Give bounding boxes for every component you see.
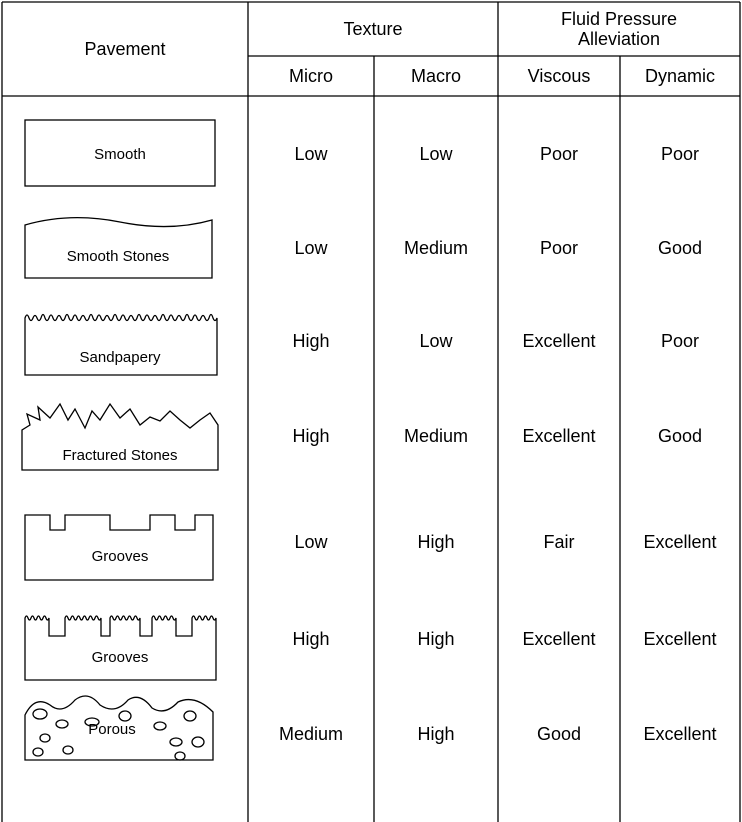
table-body: Micro Macro Viscous Dynamic Smooth Low Low Poor… xyxy=(62,66,716,744)
pavement-label: Porous xyxy=(88,721,136,738)
pavement-label: Smooth Stones xyxy=(67,248,170,265)
header-column: Macro xyxy=(411,66,461,86)
header-column: Dynamic xyxy=(645,66,715,86)
cell-value: Good xyxy=(537,724,581,744)
header-fluid-pressure: Fluid Pressure xyxy=(561,9,677,29)
cell-value: Medium xyxy=(404,238,468,258)
pavement-label: Grooves xyxy=(92,649,149,666)
cell-value: High xyxy=(417,532,454,552)
cell-value: Low xyxy=(294,532,328,552)
header-texture: Texture xyxy=(343,19,402,39)
cell-value: Excellent xyxy=(643,724,716,744)
cell-value: Excellent xyxy=(522,331,595,351)
cell-value: Medium xyxy=(279,724,343,744)
cell-value: Medium xyxy=(404,426,468,446)
cell-value: Poor xyxy=(661,144,699,164)
cell-value: Low xyxy=(419,144,453,164)
header-fluid-pressure: Alleviation xyxy=(578,29,660,49)
header-pavement: Pavement xyxy=(84,39,165,59)
cell-value: Good xyxy=(658,238,702,258)
cell-value: High xyxy=(292,426,329,446)
cell-value: Excellent xyxy=(522,426,595,446)
cell-value: Excellent xyxy=(522,629,595,649)
cell-value: High xyxy=(417,629,454,649)
cell-value: Poor xyxy=(661,331,699,351)
cell-value: Poor xyxy=(540,144,578,164)
cell-value: Good xyxy=(658,426,702,446)
cell-value: High xyxy=(292,629,329,649)
cell-value: Poor xyxy=(540,238,578,258)
header-column: Viscous xyxy=(528,66,591,86)
cell-value: Excellent xyxy=(643,532,716,552)
header-column: Micro xyxy=(289,66,333,86)
cell-value: High xyxy=(292,331,329,351)
pavement-label: Smooth xyxy=(94,146,146,163)
pavement-label: Grooves xyxy=(92,548,149,565)
cell-value: Low xyxy=(294,238,328,258)
pavement-label: Fractured Stones xyxy=(62,447,177,464)
cell-value: Fair xyxy=(544,532,575,552)
cell-value: Excellent xyxy=(643,629,716,649)
cell-value: High xyxy=(417,724,454,744)
cell-value: Low xyxy=(294,144,328,164)
pavement-icons xyxy=(21,119,219,761)
cell-value: Low xyxy=(419,331,453,351)
pavement-label: Sandpapery xyxy=(80,349,161,366)
